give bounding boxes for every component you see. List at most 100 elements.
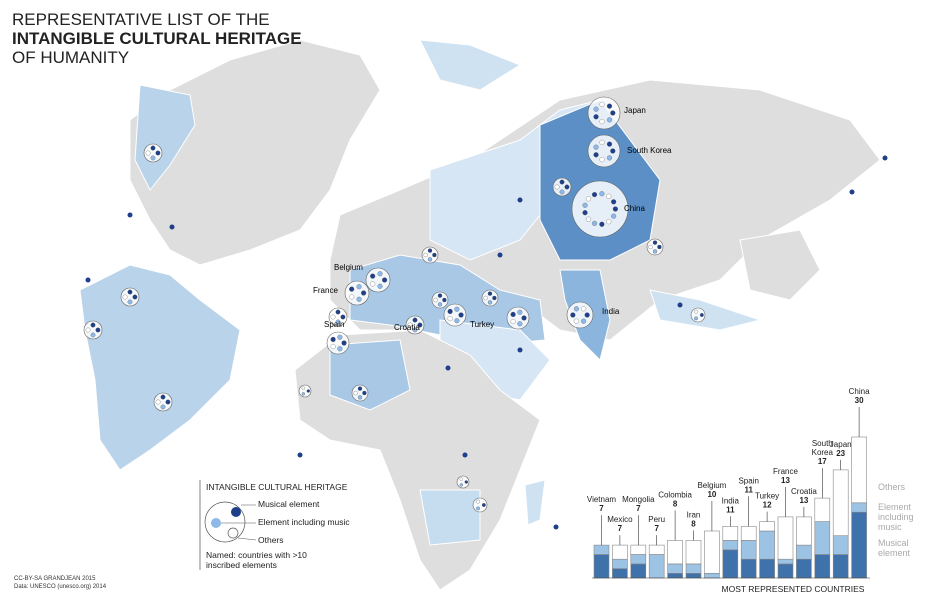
- map-label: India: [602, 307, 620, 316]
- cluster-dot: [412, 317, 418, 323]
- bar-segment: [777, 558, 794, 565]
- cluster-dot: [591, 220, 598, 226]
- map-label: France: [313, 286, 338, 295]
- cluster-dot: [349, 286, 355, 292]
- cluster-dot: [357, 386, 363, 391]
- cluster-dot: [599, 139, 605, 145]
- cluster-dot: [593, 152, 599, 158]
- bar-total: 23: [836, 449, 845, 458]
- cluster-dot: [487, 300, 493, 305]
- bar-segment: [612, 544, 628, 560]
- cluster-dot: [606, 155, 613, 161]
- cluster-dot: [584, 312, 590, 318]
- bar-segment: [740, 525, 757, 541]
- cluster-dot: [459, 477, 464, 481]
- cluster-ring: [143, 143, 163, 163]
- cluster-dot: [155, 399, 161, 405]
- cluster-dot: [612, 206, 618, 212]
- cluster-dot: [517, 321, 523, 327]
- cluster-dot: [573, 318, 579, 324]
- cluster-dot: [510, 319, 516, 325]
- cluster-dot: [648, 244, 653, 250]
- cluster-ring: [552, 177, 572, 197]
- series-label: Musical element: [878, 538, 911, 558]
- bar-category: Mexico: [607, 515, 633, 524]
- bar-category: Mongolia: [622, 495, 655, 504]
- bar-total: 17: [818, 457, 827, 466]
- bar-total: 8: [691, 519, 696, 528]
- bar-category: Turkey: [755, 492, 779, 501]
- cluster-dot: [306, 389, 310, 393]
- cluster-dot: [85, 327, 91, 333]
- cluster-dot: [361, 290, 367, 296]
- bar-category: Croatia: [791, 487, 817, 496]
- cluster-dot: [442, 297, 447, 303]
- cluster-dot: [357, 395, 363, 400]
- bar-segment: [832, 554, 849, 579]
- cluster-dot: [582, 202, 588, 208]
- map-label: Spain: [324, 320, 344, 329]
- bar-segment: [630, 544, 647, 555]
- map-label: South Korea: [627, 146, 672, 155]
- cluster-dot: [427, 248, 433, 253]
- bar-segment: [814, 554, 831, 579]
- cluster-dot: [652, 249, 658, 254]
- cluster-dot: [330, 314, 336, 320]
- cluster-dot: [160, 404, 166, 410]
- cluster-dot: [362, 390, 367, 396]
- cluster-dot: [301, 386, 306, 390]
- cluster-dot: [437, 302, 443, 307]
- cluster-dot: [330, 336, 336, 342]
- cluster-dot: [150, 145, 156, 151]
- bar-segment: [796, 516, 812, 546]
- credit: Data: UNESCO (unesco.org) 2014: [14, 584, 107, 590]
- cluster-dot: [610, 110, 616, 116]
- bar-segment: [612, 558, 628, 569]
- legend-note: Named: countries with >10 inscribed elem…: [206, 550, 307, 570]
- bar-segment: [759, 558, 775, 579]
- bar-segment: [851, 511, 867, 579]
- cluster-dot: [611, 213, 617, 219]
- cluster-dot: [349, 294, 355, 300]
- bar-total: 7: [636, 504, 641, 513]
- cluster-dot: [155, 150, 161, 156]
- series-label: Others: [878, 482, 906, 492]
- cluster-dot: [611, 199, 617, 205]
- bar-segment: [814, 521, 831, 555]
- cluster-dot: [599, 101, 605, 107]
- cluster-ring: [646, 238, 664, 256]
- cluster-dot: [599, 119, 605, 125]
- bar-total: 7: [654, 524, 659, 533]
- cluster-dot: [95, 327, 101, 333]
- cluster-dot: [599, 221, 605, 227]
- cluster-dot: [90, 322, 96, 328]
- map-label: Belgium: [334, 263, 363, 272]
- cluster-dot: [492, 295, 497, 301]
- cluster-dot: [599, 191, 605, 197]
- cluster-dot: [145, 150, 151, 156]
- cluster-ring: [587, 96, 621, 130]
- dot: [169, 224, 175, 230]
- cluster-dot: [652, 240, 658, 245]
- dot: [677, 302, 683, 308]
- bar-total: 12: [763, 501, 772, 510]
- bar-segment: [777, 516, 794, 560]
- bar-total: 7: [599, 504, 604, 513]
- dot: [462, 452, 468, 458]
- dot: [497, 252, 503, 258]
- dot: [517, 197, 523, 203]
- bar-segment: [777, 563, 794, 579]
- cluster-dot: [510, 311, 516, 317]
- cluster-dot: [165, 399, 171, 405]
- cluster-dot: [330, 344, 336, 350]
- cluster-dot: [335, 319, 341, 325]
- legend-title: INTANGIBLE CULTURAL HERITAGE: [206, 482, 348, 492]
- cluster-dot: [427, 257, 433, 262]
- cluster-dot: [356, 296, 362, 302]
- bar-segment: [704, 530, 720, 574]
- cluster-ring: [351, 384, 369, 402]
- cluster-dot: [437, 293, 443, 298]
- dot: [553, 524, 559, 530]
- cluster-dot: [341, 340, 347, 346]
- cluster-dot: [593, 114, 599, 120]
